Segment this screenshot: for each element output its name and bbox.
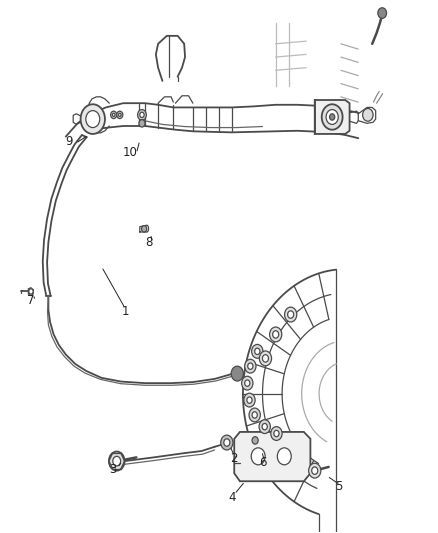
Circle shape	[117, 111, 123, 118]
Circle shape	[113, 456, 120, 466]
Text: 5: 5	[335, 480, 343, 493]
Circle shape	[245, 380, 250, 386]
Polygon shape	[315, 100, 350, 134]
Circle shape	[254, 348, 260, 354]
Circle shape	[270, 327, 282, 342]
Circle shape	[285, 307, 297, 322]
Circle shape	[245, 359, 256, 373]
Circle shape	[221, 435, 233, 450]
Circle shape	[139, 119, 145, 127]
Circle shape	[109, 451, 124, 471]
Circle shape	[312, 467, 318, 474]
Text: 4: 4	[228, 491, 236, 504]
Circle shape	[378, 8, 387, 18]
Circle shape	[224, 439, 230, 446]
Circle shape	[141, 225, 147, 232]
Text: 9: 9	[65, 135, 73, 148]
Circle shape	[259, 351, 272, 366]
Circle shape	[329, 114, 335, 120]
Circle shape	[118, 114, 121, 116]
Text: 3: 3	[109, 463, 116, 475]
Circle shape	[288, 311, 294, 318]
Text: 1: 1	[122, 305, 129, 318]
Circle shape	[322, 104, 343, 130]
Text: 10: 10	[122, 146, 137, 159]
Circle shape	[242, 376, 253, 390]
Circle shape	[363, 109, 373, 121]
Circle shape	[251, 448, 265, 465]
Text: 8: 8	[146, 236, 153, 249]
Circle shape	[252, 437, 258, 444]
Circle shape	[138, 110, 146, 120]
Circle shape	[262, 354, 268, 362]
Text: 6: 6	[259, 456, 266, 469]
Circle shape	[271, 426, 282, 440]
Text: 7: 7	[27, 294, 35, 308]
Circle shape	[86, 111, 100, 127]
Circle shape	[231, 366, 244, 381]
Circle shape	[259, 419, 270, 433]
Circle shape	[249, 408, 260, 422]
Circle shape	[247, 397, 252, 403]
Circle shape	[29, 289, 33, 294]
Circle shape	[309, 463, 321, 478]
Text: 2: 2	[230, 452, 238, 465]
Circle shape	[113, 114, 115, 116]
Circle shape	[111, 111, 117, 118]
Circle shape	[277, 448, 291, 465]
Polygon shape	[234, 432, 311, 481]
Circle shape	[140, 112, 144, 117]
Circle shape	[252, 344, 263, 358]
Circle shape	[272, 331, 279, 338]
Circle shape	[262, 423, 267, 430]
Circle shape	[274, 430, 279, 437]
Circle shape	[326, 110, 338, 124]
Circle shape	[244, 393, 255, 407]
Circle shape	[248, 363, 253, 369]
Circle shape	[81, 104, 105, 134]
Circle shape	[252, 412, 257, 418]
